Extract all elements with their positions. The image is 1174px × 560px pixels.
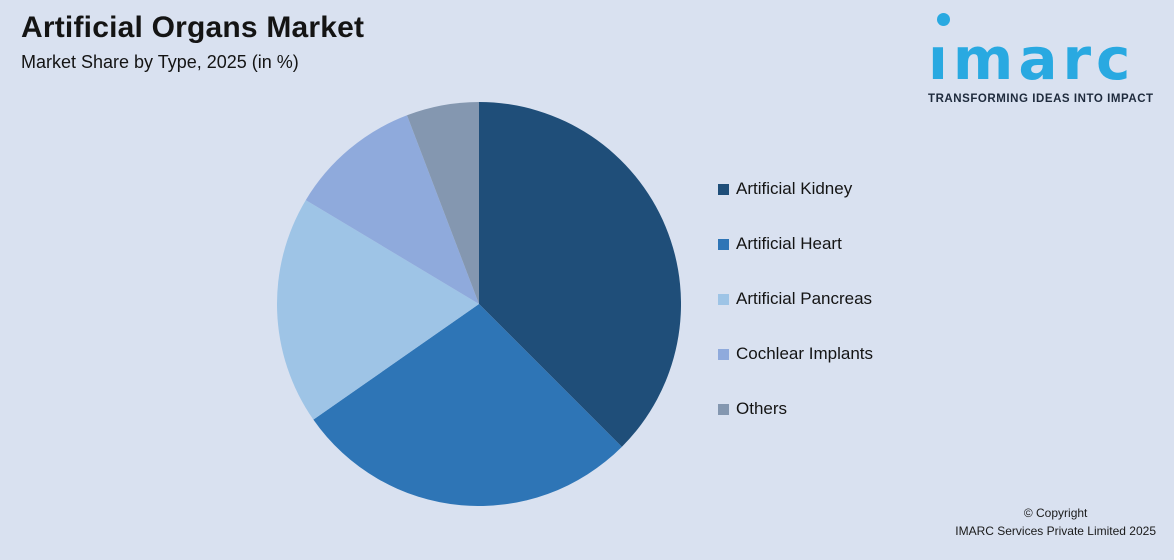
legend-label: Cochlear Implants (736, 344, 874, 363)
legend-label: Artificial Kidney (736, 179, 853, 198)
page-subtitle: Market Share by Type, 2025 (in %) (21, 52, 299, 72)
pie-slice-cochlear-implants (305, 115, 479, 304)
legend-item: Artificial Heart (718, 233, 873, 255)
legend-label: Others (736, 399, 788, 418)
legend-item: Artificial Pancreas (718, 288, 873, 310)
legend-marker-artificial-pancreas (718, 293, 729, 305)
legend-label: Artificial Pancreas (736, 289, 873, 308)
logo-wordmark: ımarc (928, 25, 1136, 93)
page-title: Artificial Organs Market (21, 11, 365, 44)
pie-slice-artificial-kidney (479, 102, 681, 447)
legend-item: Artificial Kidney (718, 178, 873, 200)
imarc-logo: ımarc TRANSFORMING IDEAS INTO IMPACT (928, 4, 1166, 105)
legend-label: Artificial Heart (736, 234, 842, 253)
copyright-line1: © Copyright (1023, 506, 1088, 521)
logo-tagline: TRANSFORMING IDEAS INTO IMPACT (928, 93, 1154, 105)
pie-slice-artificial-pancreas (277, 200, 479, 420)
copyright-line2: IMARC Services Private Limited 2025 (955, 523, 1156, 538)
pie-chart-svg (277, 102, 681, 506)
legend-marker-artificial-heart (718, 238, 729, 250)
chart-header: Artificial Organs Market Market Share by… (21, 10, 364, 73)
logo-i-dot-icon (937, 13, 950, 26)
pie-slice-artificial-heart (313, 304, 622, 506)
pie-chart (277, 102, 681, 506)
chart-legend: Artificial Kidney Artificial Heart Artif… (718, 178, 873, 420)
legend-marker-cochlear-implants (718, 348, 729, 360)
pie-slice-others (407, 102, 479, 304)
legend-marker-others (718, 403, 729, 415)
legend-marker-artificial-kidney (718, 183, 729, 195)
legend-item: Others (718, 398, 873, 420)
copyright-notice: © Copyright IMARC Services Private Limit… (955, 505, 1156, 540)
legend-item: Cochlear Implants (718, 343, 873, 365)
